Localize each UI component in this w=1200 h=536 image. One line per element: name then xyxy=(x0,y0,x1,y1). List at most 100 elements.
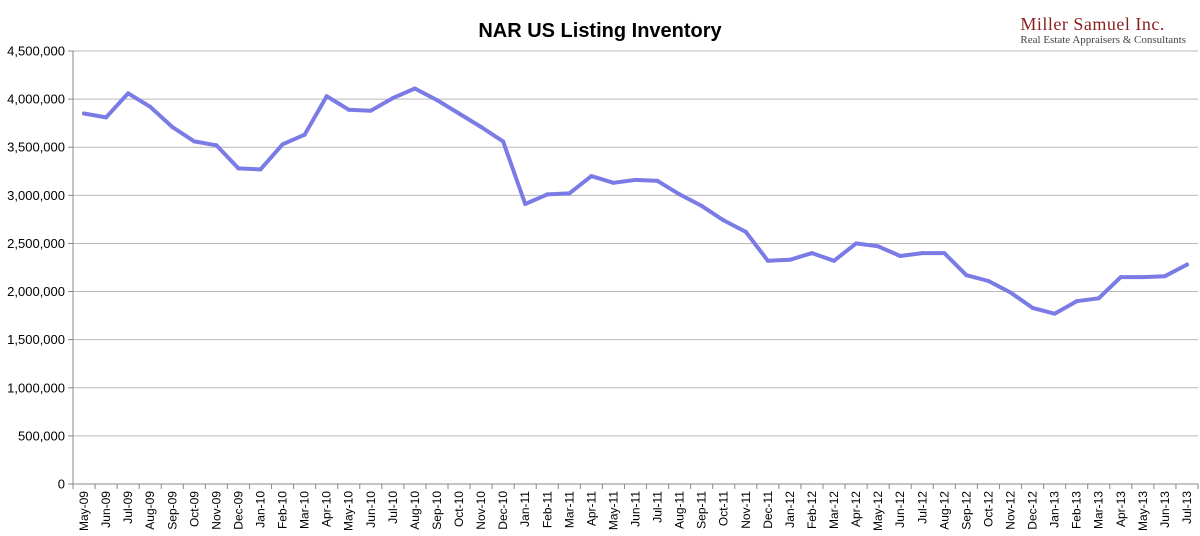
data-point xyxy=(964,273,969,278)
x-tick-label: Jan-11 xyxy=(518,491,532,527)
data-point xyxy=(280,142,285,147)
x-tick-label: Feb-12 xyxy=(805,491,819,529)
y-tick-label: 2,500,000 xyxy=(7,236,65,251)
x-tick-label: Aug-10 xyxy=(408,491,422,530)
x-tick-label: Jul-09 xyxy=(121,491,135,524)
data-point xyxy=(501,139,506,144)
y-tick-label: 1,500,000 xyxy=(7,332,65,347)
data-point xyxy=(567,191,572,196)
data-point xyxy=(655,178,660,183)
x-tick-label: Dec-09 xyxy=(231,491,245,530)
x-tick-label: Jan-12 xyxy=(783,491,797,528)
data-point xyxy=(214,143,219,148)
x-tick-label: Dec-10 xyxy=(496,491,510,530)
brand-name: Miller Samuel Inc. xyxy=(1020,14,1165,34)
y-tick-label: 4,000,000 xyxy=(7,92,65,107)
data-point xyxy=(1008,290,1013,295)
data-point xyxy=(104,115,109,120)
x-tick-label: Mar-12 xyxy=(827,491,841,529)
x-tick-label: Apr-12 xyxy=(849,491,863,527)
data-point xyxy=(324,94,329,99)
x-tick-label: Dec-11 xyxy=(761,491,775,529)
data-point xyxy=(876,244,881,249)
x-tick-label: Jan-10 xyxy=(254,491,268,528)
x-tick-label: Nov-12 xyxy=(1004,491,1018,530)
x-tick-label: Jul-11 xyxy=(651,491,665,523)
data-point xyxy=(523,201,528,206)
data-point xyxy=(479,125,484,130)
x-tick-label: Sep-09 xyxy=(165,491,179,530)
data-point xyxy=(787,257,792,262)
x-tick-label: May-10 xyxy=(342,491,356,531)
y-tick-label: 1,000,000 xyxy=(7,380,65,395)
x-tick-label: Sep-10 xyxy=(430,491,444,530)
data-point xyxy=(1052,311,1057,316)
x-tick-label: May-09 xyxy=(77,491,91,531)
x-tick-label: Mar-10 xyxy=(298,491,312,529)
data-point xyxy=(942,251,947,256)
x-tick-label: Sep-11 xyxy=(695,491,709,529)
x-tick-label: Jul-13 xyxy=(1180,491,1194,524)
data-point xyxy=(1074,299,1079,304)
y-tick-label: 500,000 xyxy=(18,428,65,443)
data-point xyxy=(412,86,417,91)
data-point xyxy=(192,139,197,144)
x-tick-label: Aug-11 xyxy=(673,491,687,529)
x-tick-label: Apr-10 xyxy=(320,491,334,527)
data-point xyxy=(920,251,925,256)
data-point xyxy=(699,203,704,208)
x-tick-label: Mar-13 xyxy=(1092,491,1106,529)
gridlines xyxy=(73,50,1198,485)
x-tick-label: Nov-10 xyxy=(474,491,488,530)
x-tick-label: Feb-13 xyxy=(1070,491,1084,529)
data-point xyxy=(346,107,351,112)
x-tick-label: Aug-09 xyxy=(143,491,157,530)
data-point xyxy=(1118,275,1123,280)
x-tick-label: Apr-11 xyxy=(584,491,598,526)
y-tick-label: 3,500,000 xyxy=(7,140,65,155)
data-point xyxy=(743,229,748,234)
x-tick-label: Apr-13 xyxy=(1114,491,1128,527)
x-tick-label: Sep-12 xyxy=(959,491,973,530)
data-point xyxy=(126,91,131,96)
x-tick-label: May-11 xyxy=(606,491,620,530)
x-tick-label: Jun-09 xyxy=(99,491,113,528)
x-tick-label: Jun-10 xyxy=(364,491,378,528)
series-lines xyxy=(82,86,1189,316)
x-tick-label: Oct-11 xyxy=(717,491,731,526)
data-point xyxy=(854,241,859,246)
data-point xyxy=(1162,274,1167,279)
data-point xyxy=(368,108,373,113)
x-tick-label: Nov-09 xyxy=(209,491,223,530)
data-point xyxy=(898,253,903,258)
y-tick-label: 0 xyxy=(58,477,65,492)
x-tick-label: Feb-11 xyxy=(540,491,554,528)
data-point xyxy=(589,174,594,179)
x-tick-label: Oct-10 xyxy=(452,491,466,527)
x-tick-label: Dec-12 xyxy=(1026,491,1040,530)
data-point xyxy=(258,167,263,172)
data-point xyxy=(633,177,638,182)
data-point xyxy=(1030,305,1035,310)
data-point xyxy=(611,180,616,185)
data-point xyxy=(832,258,837,263)
x-tick-label: Nov-11 xyxy=(739,491,753,529)
x-tick-label: Mar-11 xyxy=(562,491,576,528)
data-point xyxy=(457,111,462,116)
chart-title: NAR US Listing Inventory xyxy=(478,20,722,42)
data-point xyxy=(82,111,87,116)
data-point xyxy=(170,125,175,130)
x-axis: May-09 Jun-09 Jul-09 Aug-09 Sep-09 Oct-09 Nov-… xyxy=(72,484,1199,531)
brand-logo: Miller Samuel Inc. Real Estate Appraiser… xyxy=(1020,14,1186,46)
data-point xyxy=(1184,262,1189,267)
brand-tagline: Real Estate Appraisers & Consultants xyxy=(1020,34,1186,46)
x-tick-label: Jun-12 xyxy=(893,491,907,528)
data-point xyxy=(390,96,395,101)
data-point xyxy=(677,192,682,197)
data-point xyxy=(302,132,307,137)
series-line xyxy=(82,86,1189,316)
x-tick-label: Jun-13 xyxy=(1158,491,1172,528)
data-point xyxy=(434,98,439,103)
